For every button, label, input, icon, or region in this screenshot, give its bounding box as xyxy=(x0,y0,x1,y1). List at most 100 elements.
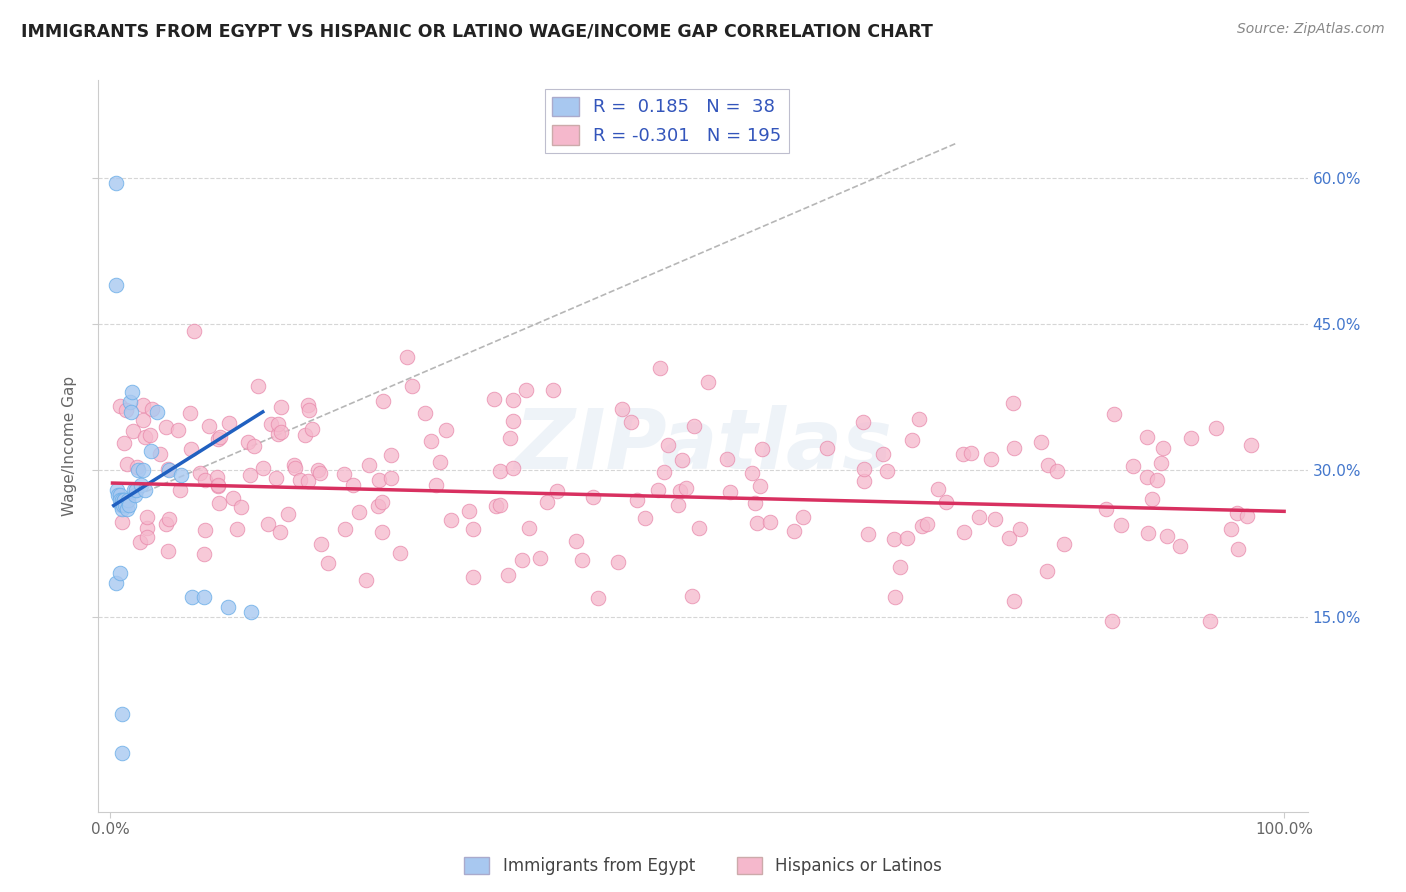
Point xyxy=(681,590,703,604)
Point xyxy=(440,513,463,527)
Point xyxy=(297,398,319,412)
Point xyxy=(288,473,311,487)
Point xyxy=(367,473,389,487)
Point xyxy=(461,570,484,584)
Y-axis label: Wage/Income Gap: Wage/Income Gap xyxy=(62,376,77,516)
Point xyxy=(718,485,741,500)
Point xyxy=(666,498,689,512)
Point xyxy=(115,457,138,471)
Point xyxy=(107,488,129,502)
Point xyxy=(179,406,201,420)
Point xyxy=(311,537,333,551)
Text: Source: ZipAtlas.com: Source: ZipAtlas.com xyxy=(1237,22,1385,37)
Point xyxy=(207,478,229,492)
Point xyxy=(114,498,136,512)
Point xyxy=(380,471,402,485)
Point xyxy=(1095,501,1118,516)
Point xyxy=(155,419,177,434)
Point xyxy=(1152,442,1174,456)
Point xyxy=(915,517,938,532)
Point xyxy=(156,543,179,558)
Point xyxy=(134,483,156,497)
Point xyxy=(959,446,981,460)
Point xyxy=(907,412,929,426)
Point xyxy=(307,463,329,477)
Point xyxy=(111,746,134,760)
Point xyxy=(884,591,907,605)
Point xyxy=(105,575,128,590)
Point xyxy=(283,458,305,472)
Point xyxy=(120,395,142,409)
Point xyxy=(671,452,693,467)
Point xyxy=(758,515,780,529)
Point xyxy=(1227,542,1250,557)
Point xyxy=(169,468,191,483)
Point xyxy=(157,463,180,477)
Point xyxy=(239,467,262,482)
Point xyxy=(669,483,692,498)
Point xyxy=(205,469,228,483)
Point xyxy=(136,521,159,535)
Point xyxy=(463,522,485,536)
Point xyxy=(1036,564,1059,578)
Point xyxy=(1136,526,1159,541)
Point xyxy=(647,483,669,498)
Point xyxy=(395,350,418,364)
Point xyxy=(1136,430,1159,444)
Point xyxy=(1150,456,1173,470)
Point xyxy=(458,504,481,518)
Point xyxy=(257,516,280,531)
Point xyxy=(342,478,364,492)
Point xyxy=(277,507,299,521)
Point xyxy=(124,488,146,502)
Point xyxy=(652,465,675,479)
Point xyxy=(510,553,533,567)
Point xyxy=(371,495,394,509)
Point xyxy=(935,495,957,509)
Point xyxy=(1109,518,1132,533)
Point xyxy=(267,417,290,431)
Point xyxy=(252,461,274,475)
Point xyxy=(496,568,519,582)
Point xyxy=(139,428,162,442)
Point xyxy=(112,492,135,507)
Point xyxy=(889,560,911,574)
Point xyxy=(529,551,551,566)
Point xyxy=(696,375,718,389)
Point xyxy=(121,424,143,438)
Point xyxy=(648,360,671,375)
Point xyxy=(1002,441,1025,455)
Point xyxy=(269,525,291,540)
Point xyxy=(998,531,1021,545)
Point xyxy=(482,392,505,406)
Point xyxy=(1029,434,1052,449)
Point xyxy=(108,399,131,413)
Point xyxy=(984,512,1007,526)
Text: IMMIGRANTS FROM EGYPT VS HISPANIC OR LATINO WAGE/INCOME GAP CORRELATION CHART: IMMIGRANTS FROM EGYPT VS HISPANIC OR LAT… xyxy=(21,22,934,40)
Point xyxy=(294,428,316,442)
Point xyxy=(498,431,520,445)
Point xyxy=(236,434,259,449)
Point xyxy=(134,430,156,444)
Point xyxy=(610,402,633,417)
Point xyxy=(141,401,163,416)
Point xyxy=(856,527,879,541)
Point xyxy=(146,405,169,419)
Point xyxy=(626,492,648,507)
Point xyxy=(349,505,371,519)
Point xyxy=(852,415,875,429)
Point xyxy=(284,460,307,475)
Point xyxy=(131,398,153,412)
Point xyxy=(136,509,159,524)
Point xyxy=(1136,470,1159,484)
Point xyxy=(357,458,380,472)
Point xyxy=(105,278,128,293)
Point xyxy=(194,523,217,537)
Point xyxy=(112,435,135,450)
Point xyxy=(108,492,131,507)
Point xyxy=(1156,529,1178,543)
Point xyxy=(169,483,191,498)
Point xyxy=(429,455,451,469)
Point xyxy=(883,533,905,547)
Point xyxy=(1219,522,1241,536)
